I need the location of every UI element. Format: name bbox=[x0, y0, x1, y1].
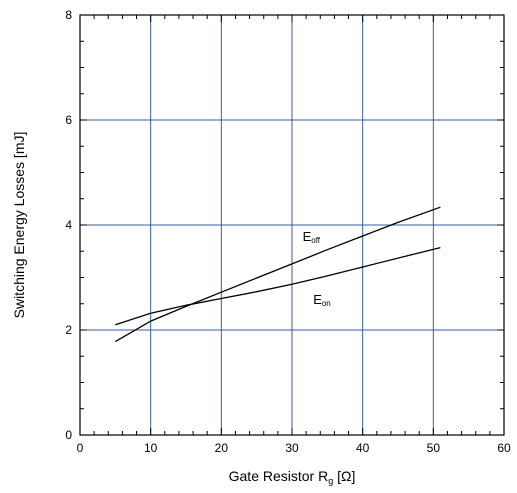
x-axis-label-sub: g bbox=[328, 476, 333, 486]
x-tick-label-50: 50 bbox=[427, 441, 441, 455]
x-tick-label-40: 40 bbox=[356, 441, 370, 455]
x-tick-label-30: 30 bbox=[285, 441, 299, 455]
series-labels: Eoff Eon bbox=[303, 229, 331, 308]
series-line-Eon bbox=[115, 246, 441, 326]
grid bbox=[80, 15, 504, 435]
x-axis-label-main: Gate Resistor R bbox=[229, 468, 329, 484]
y-tick-label-4: 4 bbox=[65, 218, 72, 232]
x-tick-label-0: 0 bbox=[77, 441, 84, 455]
y-tick-label-6: 6 bbox=[65, 113, 72, 127]
y-tick-label-2: 2 bbox=[65, 323, 72, 337]
y-tick-label-8: 8 bbox=[65, 8, 72, 22]
series-line-Eoff bbox=[114, 206, 441, 343]
x-tick-label-10: 10 bbox=[144, 441, 158, 455]
y-axis-label: Switching Energy Losses [mJ] bbox=[11, 132, 27, 319]
series-lines bbox=[114, 206, 441, 343]
x-axis-label: Gate Resistor Rg [Ω] bbox=[229, 468, 356, 486]
x-tick-label-60: 60 bbox=[497, 441, 511, 455]
x-tick-label-20: 20 bbox=[215, 441, 229, 455]
plot-frame bbox=[79, 14, 505, 436]
series-label-Eon: Eon bbox=[313, 292, 331, 308]
y-tick-label-0: 0 bbox=[65, 428, 72, 442]
x-axis-label-unit: [Ω] bbox=[333, 468, 355, 484]
tick-labels: 0 10 20 30 40 50 60 0 2 4 6 8 bbox=[65, 8, 511, 455]
series-label-Eoff: Eoff bbox=[303, 229, 321, 245]
